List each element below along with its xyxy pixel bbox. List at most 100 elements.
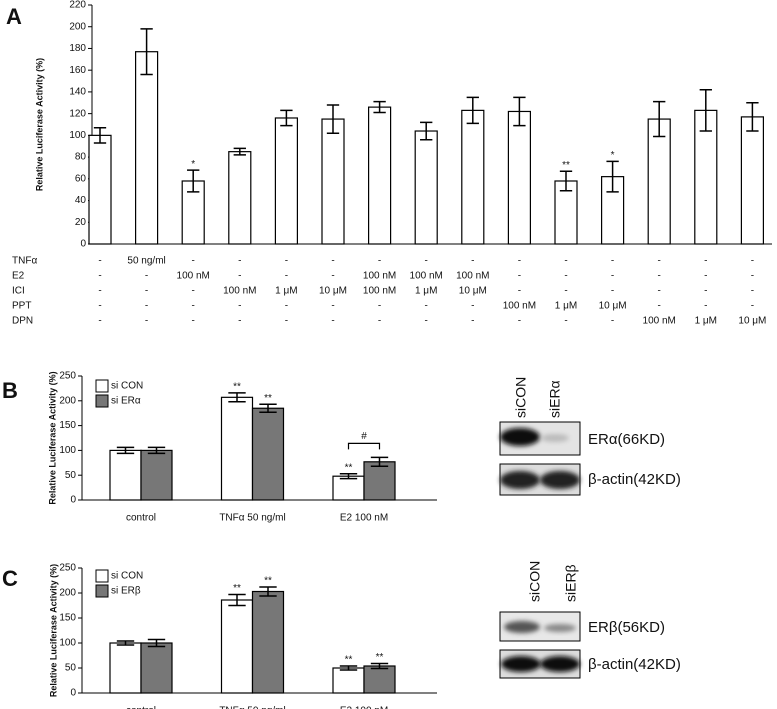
x-tick-label: TNFα 50 ng/ml	[219, 513, 285, 524]
condition-cell: -	[704, 301, 707, 312]
significance-mark: *	[191, 159, 195, 170]
bar	[274, 117, 298, 245]
error-bar	[339, 472, 358, 480]
condition-cell: -	[611, 316, 614, 327]
y-axis-label: Relative Luciferase Activity (%)	[47, 371, 57, 504]
condition-cell: -	[471, 301, 474, 312]
y-axis-label: Relative Luciferase Activity (%)	[48, 564, 58, 697]
error-bar	[339, 665, 358, 671]
condition-cell: -	[425, 256, 428, 267]
condition-cell: -	[518, 286, 521, 297]
error-bar	[606, 160, 619, 193]
y-tick-label: 50	[65, 470, 77, 481]
condition-label: DPN	[12, 316, 33, 327]
error-bar	[228, 593, 246, 607]
error-bar	[233, 147, 246, 156]
panel-label: A	[6, 4, 22, 29]
band-label: ERβ(56KD)	[588, 619, 665, 636]
significance-mark: *	[611, 150, 615, 161]
legend-label: si CON	[111, 571, 143, 582]
bar	[740, 116, 765, 245]
y-tick-label: 0	[70, 688, 76, 699]
error-bar	[259, 586, 277, 597]
bar	[251, 407, 285, 501]
condition-cell: -	[331, 256, 334, 267]
panel-label: C	[2, 566, 18, 591]
error-bar	[147, 446, 166, 455]
y-tick-label: 60	[75, 173, 87, 184]
condition-cell: -	[751, 286, 754, 297]
condition-cell: -	[98, 286, 101, 297]
condition-cell: -	[564, 286, 567, 297]
x-tick-label: control	[126, 513, 156, 524]
bar	[228, 151, 252, 245]
bar	[368, 106, 392, 245]
condition-label: E2	[12, 271, 25, 282]
error-bar	[513, 96, 526, 127]
condition-cell: 100 nM	[223, 286, 256, 297]
error-bar	[370, 662, 389, 670]
x-tick-label: E2 100 nM	[340, 513, 388, 524]
y-tick-label: 200	[59, 395, 76, 406]
condition-cell: -	[285, 271, 288, 282]
condition-cell: 10 μM	[599, 301, 627, 312]
y-tick-label: 200	[59, 588, 76, 599]
condition-cell: -	[471, 256, 474, 267]
legend-swatch	[95, 569, 109, 583]
condition-cell: -	[378, 301, 381, 312]
legend-label: si ERα	[111, 396, 141, 407]
error-bar	[559, 170, 573, 192]
legend-swatch	[95, 394, 109, 408]
bar	[140, 449, 173, 501]
condition-cell: -	[704, 271, 707, 282]
y-tick-label: 0	[80, 239, 86, 250]
condition-cell: -	[331, 316, 334, 327]
condition-cell: 100 nM	[503, 301, 536, 312]
panel-label: B	[2, 378, 18, 403]
lane-label: siCON	[527, 561, 543, 602]
condition-cell: -	[192, 256, 195, 267]
y-axis-label: Relative Luciferase Activity (%)	[34, 58, 44, 191]
significance-mark: **	[345, 655, 353, 666]
condition-cell: -	[611, 271, 614, 282]
condition-cell: -	[331, 271, 334, 282]
condition-cell: 10 μM	[459, 286, 487, 297]
y-tick-label: 250	[59, 563, 76, 574]
error-bar	[746, 102, 759, 132]
condition-cell: -	[331, 301, 334, 312]
condition-cell: -	[192, 286, 195, 297]
bar	[321, 118, 345, 245]
legend-label: si CON	[111, 381, 143, 392]
legend-swatch	[95, 379, 109, 393]
y-tick-label: 80	[75, 152, 87, 163]
condition-cell: -	[751, 301, 754, 312]
condition-cell: -	[98, 301, 101, 312]
condition-cell: 100 nM	[363, 271, 396, 282]
error-bar	[699, 88, 712, 132]
significance-mark: **	[264, 576, 272, 587]
bracket	[347, 442, 381, 450]
lane-label: siERα	[547, 380, 563, 418]
y-tick-label: 140	[69, 87, 86, 98]
condition-cell: -	[425, 316, 428, 327]
y-tick-label: 220	[69, 0, 86, 11]
x-tick-label: control	[126, 706, 156, 709]
y-tick-label: 200	[69, 21, 86, 32]
condition-cell: 100 nM	[643, 316, 676, 327]
lane-label: siCON	[513, 377, 529, 418]
significance-mark: **	[264, 393, 272, 404]
bar	[414, 130, 438, 245]
condition-cell: -	[751, 256, 754, 267]
error-bar	[653, 100, 666, 138]
bar	[88, 134, 112, 245]
condition-cell: -	[518, 271, 521, 282]
condition-cell: -	[378, 256, 381, 267]
legend-swatch	[95, 584, 109, 598]
condition-cell: -	[285, 316, 288, 327]
condition-label: PPT	[12, 301, 31, 312]
condition-cell: -	[425, 301, 428, 312]
y-tick-label: 250	[59, 371, 76, 382]
error-bar	[93, 127, 107, 144]
condition-cell: 10 μM	[738, 316, 766, 327]
